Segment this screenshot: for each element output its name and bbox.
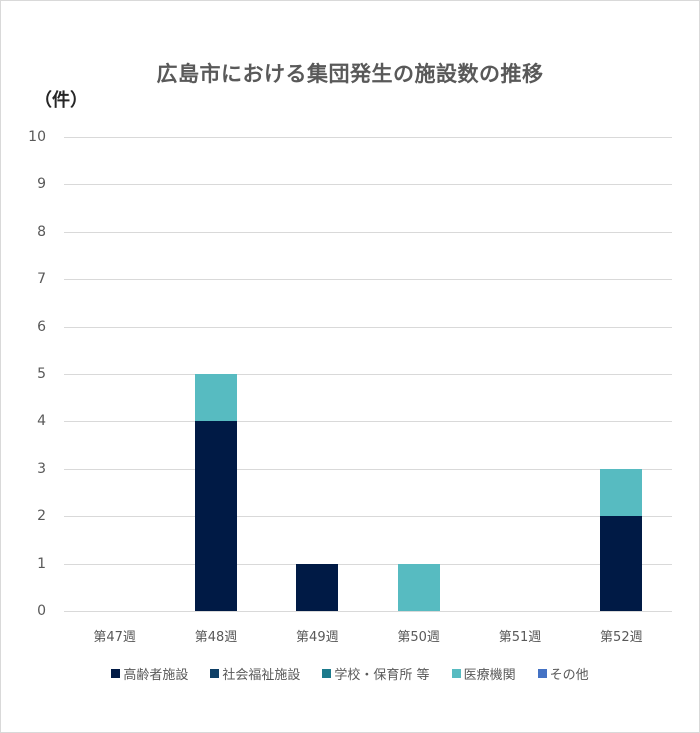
gridline <box>64 468 672 470</box>
legend-label: 社会福祉施設 <box>222 668 301 683</box>
chart-title: 広島市における集団発生の施設数の推移 <box>156 62 544 86</box>
y-tick-label: 0 <box>37 603 46 619</box>
bar-segment <box>600 468 643 517</box>
legend: 高齢者施設 社会福祉施設 学校・保育所 等 医療機関 その他 <box>0 664 700 683</box>
legend-label: その他 <box>549 668 589 683</box>
x-tick-label: 第52週 <box>600 630 643 645</box>
x-tick-label: 第48週 <box>194 630 238 645</box>
y-tick-label: 6 <box>37 318 46 335</box>
bar-segment <box>296 563 339 611</box>
bar-segment <box>600 516 643 611</box>
gridline <box>64 231 672 233</box>
gridline <box>64 184 672 186</box>
gridline <box>64 374 672 375</box>
legend-label: 医療機関 <box>463 668 516 683</box>
legend-swatch <box>322 669 332 678</box>
y-tick-label: 10 <box>28 129 46 145</box>
y-axis-unit-label: （件） <box>34 90 88 111</box>
legend-item: 医療機関 <box>451 664 516 683</box>
legend-swatch <box>537 669 547 678</box>
y-tick-label: 9 <box>37 176 46 193</box>
legend-item: 学校・保育所 等 <box>322 664 430 683</box>
x-tick-label: 第47週 <box>93 630 136 645</box>
y-tick-label: 8 <box>37 223 46 240</box>
legend-item: 高齢者施設 <box>111 664 188 683</box>
y-tick-label: 1 <box>37 555 46 572</box>
y-tick-label: 3 <box>37 460 46 477</box>
bar-segment <box>397 563 440 611</box>
legend-item: その他 <box>537 664 589 683</box>
gridline <box>64 279 672 281</box>
bar-segment <box>195 374 237 422</box>
y-tick-label: 2 <box>37 508 46 525</box>
legend-swatch <box>451 669 461 678</box>
legend-swatch <box>210 669 220 678</box>
gridline <box>64 326 672 328</box>
gridline <box>64 516 672 518</box>
x-tick-label: 第49週 <box>296 630 339 645</box>
y-tick-label: 5 <box>37 366 46 382</box>
legend-item: 社会福祉施設 <box>210 664 300 683</box>
x-tick-label: 第50週 <box>397 630 440 645</box>
legend-label: 学校・保育所 等 <box>334 668 430 683</box>
x-tick-label: 第51週 <box>498 630 542 645</box>
y-tick-label: 4 <box>37 413 46 430</box>
gridline <box>64 611 672 612</box>
legend-label: 高齢者施設 <box>123 668 189 683</box>
legend-swatch <box>111 669 121 678</box>
gridline <box>64 137 672 138</box>
gridline <box>64 563 672 565</box>
gridline <box>64 421 672 423</box>
y-tick-label: 7 <box>37 271 46 288</box>
bar-segment <box>195 421 237 611</box>
